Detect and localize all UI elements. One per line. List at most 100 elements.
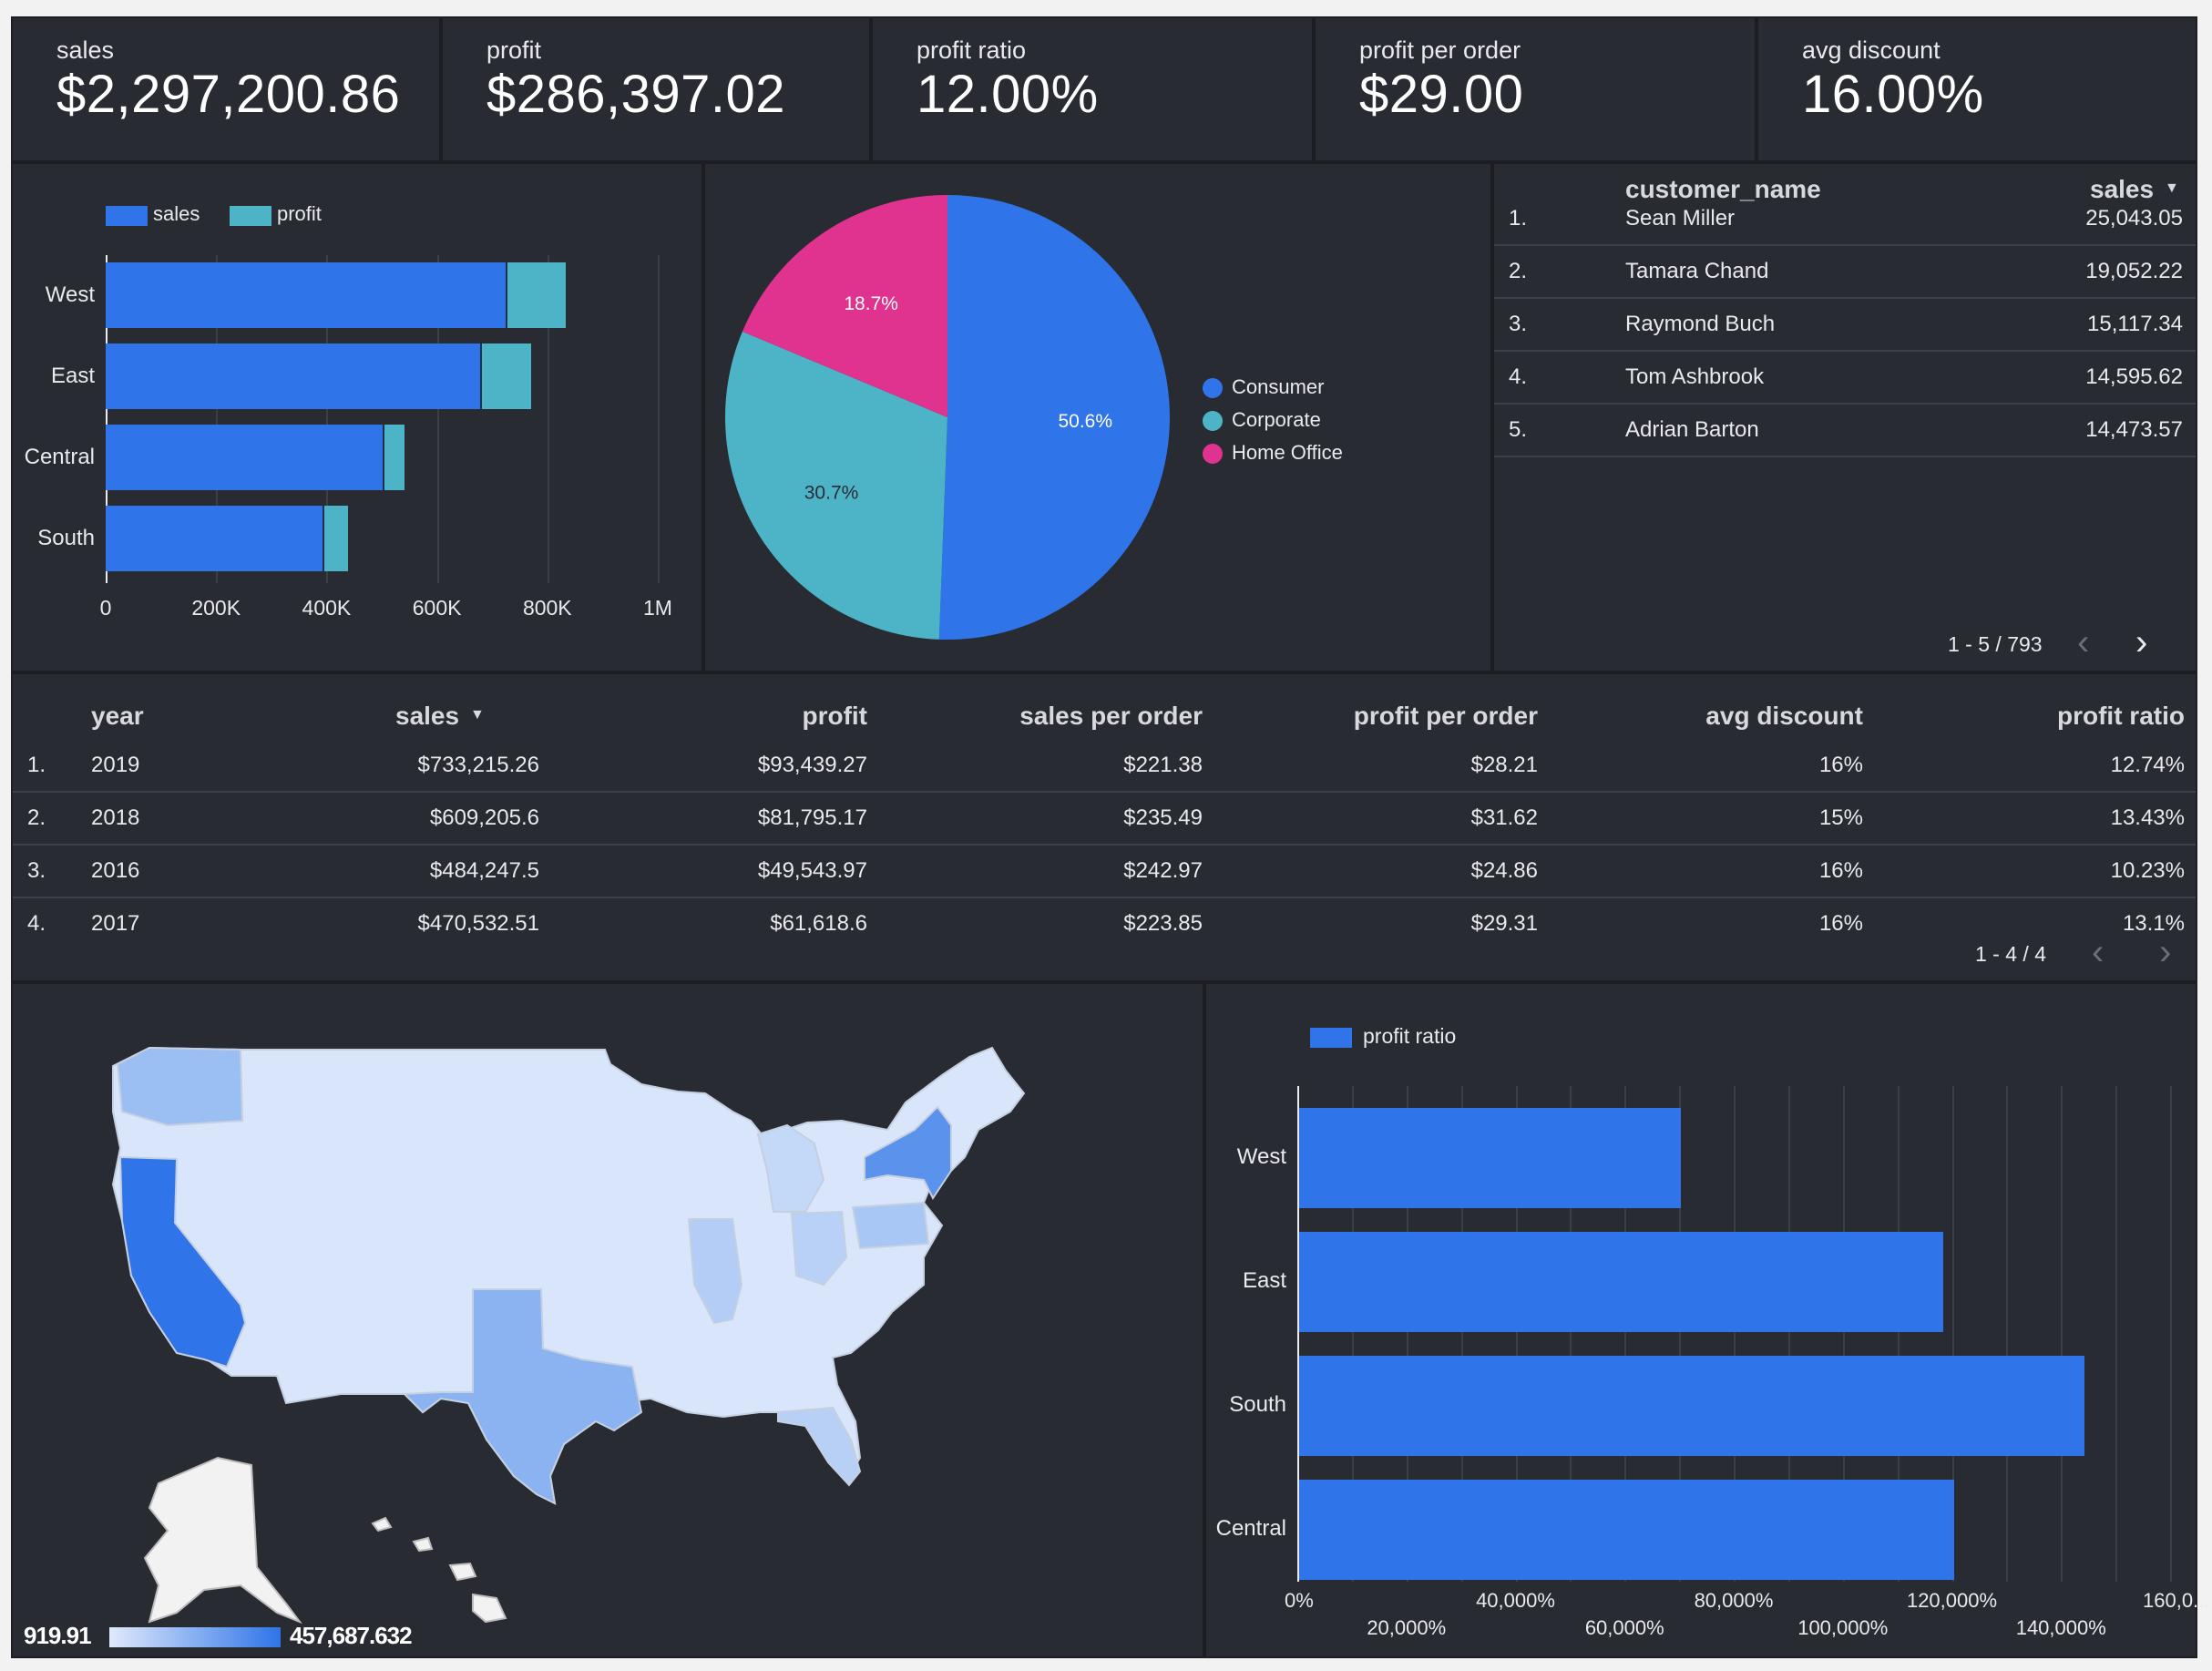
bar-profit-ratio[interactable] — [1299, 1480, 1954, 1580]
y-axis-line — [106, 255, 108, 583]
x-gridline — [2115, 1086, 2118, 1582]
legend-label-corporate: Corporate — [1232, 408, 1321, 431]
kpi-profit-card: profit $286,397.02 — [441, 16, 871, 162]
year-cell: 2018 — [91, 805, 140, 830]
column-header-profit-ratio[interactable]: profit ratio — [2057, 702, 2185, 730]
prev-page-icon[interactable]: ‹ — [2092, 932, 2104, 972]
row-rank: 4. — [27, 911, 46, 936]
row-rank: 1. — [27, 753, 46, 777]
x-tick-label: 600K — [412, 596, 462, 620]
row-rank: 3. — [1509, 312, 1528, 336]
x-gridline — [2006, 1086, 2009, 1582]
bar-sales[interactable] — [106, 425, 383, 490]
x-tick-label: 0% — [1285, 1589, 1314, 1612]
scale-max-label: 457,687.632 — [290, 1622, 413, 1649]
sales-cell: $733,215.26 — [417, 753, 539, 777]
x-tick-label: 60,000% — [1584, 1616, 1664, 1639]
column-header-profit[interactable]: profit — [802, 702, 867, 730]
color-scale-bar — [109, 1627, 281, 1647]
pie-slice[interactable] — [742, 195, 947, 417]
bar-profit[interactable] — [479, 343, 531, 409]
california-region — [118, 1155, 247, 1369]
illinois-region — [687, 1218, 743, 1325]
bar-profit[interactable] — [506, 262, 566, 328]
x-gridline — [2061, 1086, 2064, 1582]
year-cell: 2016 — [91, 858, 140, 883]
bar-profit-ratio[interactable] — [1299, 1108, 1682, 1208]
customer-name-cell: Sean Miller — [1625, 206, 1736, 231]
avg-discount-cell: 15% — [1818, 805, 1863, 830]
michigan-region — [756, 1123, 825, 1213]
pie-slice[interactable] — [725, 331, 947, 640]
column-header-year[interactable]: year — [91, 702, 144, 730]
pagination-label: 1 - 5 / 793 — [1948, 632, 2043, 656]
sort-desc-icon[interactable]: ▼ — [470, 707, 485, 723]
x-gridline — [1515, 1086, 1518, 1582]
sales-per-order-cell: $221.38 — [1123, 753, 1203, 777]
hawaii-region — [371, 1516, 507, 1624]
washington-region — [116, 1046, 244, 1127]
x-gridline — [1351, 1086, 1354, 1582]
y-category-label: East — [1242, 1268, 1286, 1293]
x-gridline — [1406, 1086, 1408, 1582]
x-gridline — [1842, 1086, 1845, 1582]
bar-sales[interactable] — [106, 506, 323, 571]
profit-ratio-cell: 13.43% — [2110, 805, 2185, 830]
row-rank: 4. — [1509, 364, 1528, 389]
x-gridline — [436, 255, 439, 583]
x-gridline — [1679, 1086, 1682, 1582]
bar-profit[interactable] — [382, 425, 405, 490]
florida-region — [777, 1406, 862, 1487]
row-divider — [13, 897, 2196, 898]
column-header-sales[interactable]: sales — [2090, 175, 2155, 203]
row-rank: 1. — [1509, 206, 1528, 231]
profit-ratio-bar-chart[interactable]: profit ratio West East South Central 0% 40,00… — [1204, 982, 2209, 1658]
x-gridline — [1734, 1086, 1736, 1582]
column-header-profit-per-order[interactable]: profit per order — [1353, 702, 1538, 730]
customer-name-cell: Tom Ashbrook — [1625, 364, 1765, 389]
us-sales-map[interactable]: 919.91 457,687.632 — [11, 982, 1204, 1658]
bar-profit-ratio[interactable] — [1299, 1356, 2085, 1456]
profit-per-order-cell: $28.21 — [1470, 753, 1538, 777]
x-tick-label: 120,000% — [1906, 1589, 1998, 1612]
row-divider — [1494, 244, 2196, 246]
bar-profit[interactable] — [322, 506, 349, 571]
segment-pie-chart[interactable]: 50.6% 30.7% 18.7% Consumer Corporate Home … — [703, 162, 1492, 672]
profit-cell: $49,543.97 — [757, 858, 867, 883]
next-page-icon[interactable]: › — [2159, 932, 2172, 972]
y-axis-line — [1297, 1086, 1299, 1582]
x-tick-label: 80,000% — [1694, 1589, 1774, 1612]
kpi-label: profit — [486, 36, 542, 64]
x-gridline — [1624, 1086, 1627, 1582]
customer-sales-cell: 14,595.62 — [2085, 364, 2183, 389]
row-rank: 3. — [27, 858, 46, 883]
bar-profit-ratio[interactable] — [1299, 1232, 1943, 1332]
year-table: year sales ▼ profit sales per order prof… — [11, 672, 2197, 982]
legend-dot-corporate — [1203, 411, 1223, 431]
legend-label-home-office: Home Office — [1232, 441, 1343, 464]
column-header-customer-name[interactable]: customer_name — [1625, 175, 1821, 203]
row-divider — [13, 844, 2196, 846]
legend-swatch-profit — [230, 206, 271, 226]
column-header-avg-discount[interactable]: avg discount — [1705, 702, 1863, 730]
column-header-sales[interactable]: sales — [395, 702, 460, 730]
profit-ratio-cell: 10.23% — [2110, 858, 2185, 883]
column-header-sales-per-order[interactable]: sales per order — [1019, 702, 1203, 730]
next-page-icon[interactable]: › — [2135, 622, 2148, 662]
avg-discount-cell: 16% — [1818, 911, 1863, 936]
sales-cell: $470,532.51 — [417, 911, 539, 936]
profit-cell: $93,439.27 — [757, 753, 867, 777]
legend-swatch-sales — [106, 206, 148, 226]
pie-slice[interactable] — [938, 195, 1170, 640]
profit-per-order-cell: $24.86 — [1470, 858, 1538, 883]
bar-sales[interactable] — [106, 343, 480, 409]
prev-page-icon[interactable]: ‹ — [2077, 622, 2090, 662]
legend-label-profit: profit — [277, 202, 322, 225]
sort-desc-icon[interactable]: ▼ — [2165, 180, 2179, 196]
bar-sales[interactable] — [106, 262, 507, 328]
region-bar-chart[interactable]: sales profit 0 200K 400K 600K 800K 1M West East… — [11, 162, 703, 672]
x-tick-label: 140,000% — [2015, 1616, 2106, 1639]
kpi-value: $2,297,200.86 — [56, 65, 401, 124]
ohio-region — [790, 1210, 848, 1287]
us-map-svg — [111, 1046, 1026, 1625]
